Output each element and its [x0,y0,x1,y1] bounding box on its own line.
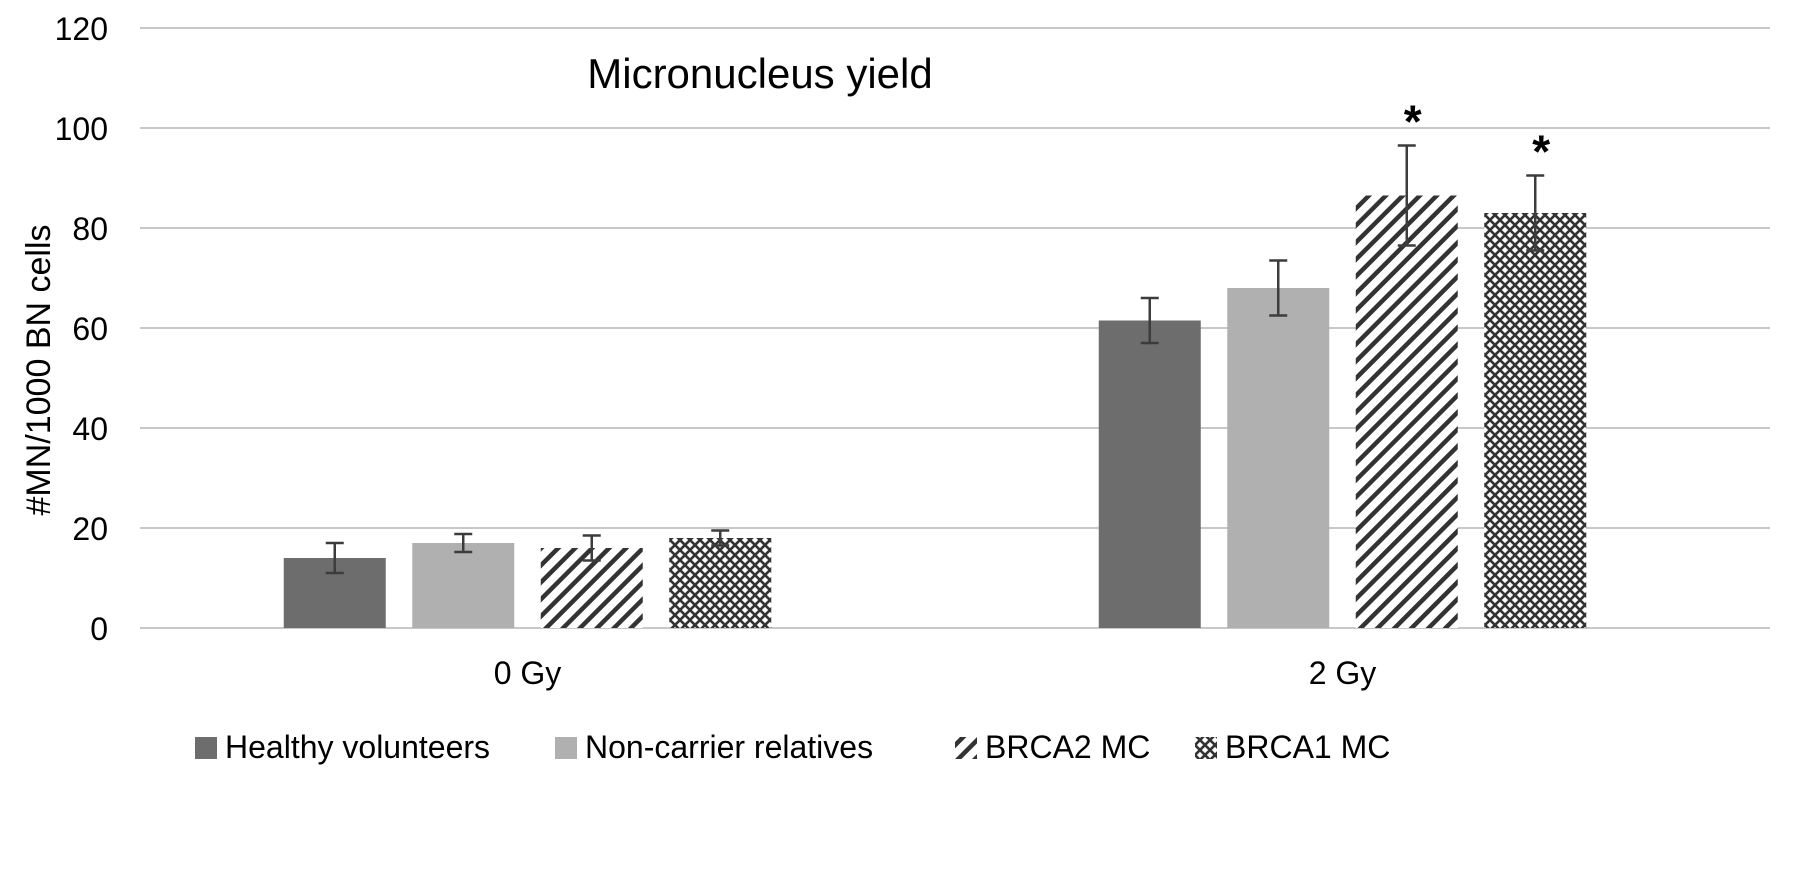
x-tick-label-0-gy: 0 Gy [494,655,562,691]
y-tick-label-120: 120 [55,11,108,47]
y-tick-labels: 0 20 40 60 80 100 120 [55,11,108,647]
legend-label-brca2-mc: BRCA2 MC [985,729,1150,765]
error-bar-healthy-volunteers-0-gy [325,541,344,575]
error-bars [325,144,1545,575]
error-bar-non-carrier-relatives-2-gy [1269,259,1288,317]
legend-label-healthy-volunteers: Healthy volunteers [225,729,490,765]
bar-non-carrier-relatives-0-gy [412,543,515,628]
legend-swatch-non-carrier-relatives [555,737,577,759]
legend-item-brca1-mc: BRCA1 MC [1195,729,1390,765]
error-bar-brca2-mc-0-gy [582,534,601,562]
legend-item-brca2-mc: BRCA2 MC [955,729,1150,765]
legend-swatch-brca1-mc [1195,737,1217,759]
significance-star-brca1-mc-2-gy: * [1532,126,1550,178]
bar-brca1-mc-2-gy [1484,213,1587,628]
legend-item-non-carrier-relatives: Non-carrier relatives [555,729,873,765]
legend-item-healthy-volunteers: Healthy volunteers [195,729,490,765]
bar-healthy-volunteers-2-gy [1098,320,1201,628]
significance-markers: ** [1404,96,1551,178]
error-bar-non-carrier-relatives-0-gy [454,532,473,554]
error-bar-brca1-mc-2-gy [1526,174,1545,252]
significance-star-brca2-mc-2-gy: * [1404,96,1422,148]
legend: Healthy volunteers Non-carrier relatives B… [195,729,1390,765]
gridlines [140,27,1770,629]
bar-non-carrier-relatives-2-gy [1227,288,1330,628]
x-tick-labels: 0 Gy 2 Gy [494,655,1377,691]
x-tick-label-2-gy: 2 Gy [1309,655,1377,691]
bars [283,195,1587,628]
legend-swatch-brca2-mc [955,737,977,759]
legend-label-brca1-mc: BRCA1 MC [1225,729,1390,765]
y-axis-label: #MN/1000 BN cells [20,224,58,515]
error-bar-healthy-volunteers-2-gy [1140,296,1159,345]
y-tick-label-60: 60 [72,311,108,347]
y-tick-label-40: 40 [72,411,108,447]
error-bar-brca1-mc-0-gy [711,529,730,547]
bar-brca1-mc-0-gy [669,538,772,628]
bar-brca2-mc-2-gy [1355,195,1458,628]
y-tick-label-100: 100 [55,111,108,147]
chart-title: Micronucleus yield [587,50,932,97]
y-tick-label-0: 0 [90,611,108,647]
legend-swatch-healthy-volunteers [195,737,217,759]
y-tick-label-80: 80 [72,211,108,247]
y-tick-label-20: 20 [72,511,108,547]
legend-label-non-carrier-relatives: Non-carrier relatives [585,729,873,765]
error-bar-brca2-mc-2-gy [1397,144,1416,247]
